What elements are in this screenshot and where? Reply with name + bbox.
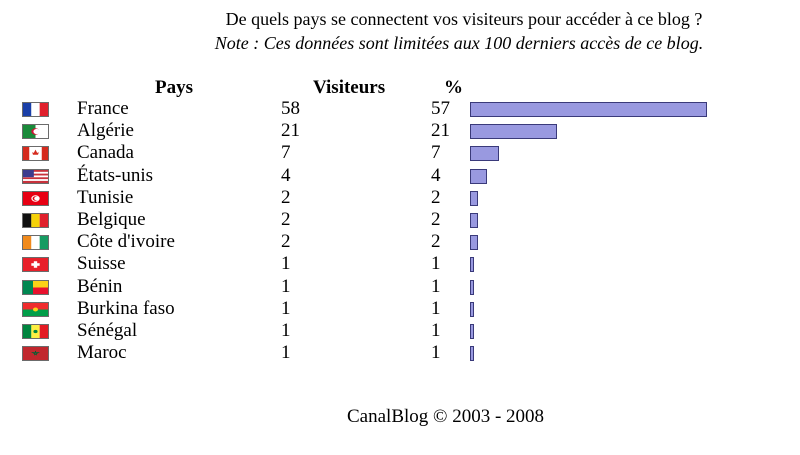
country-name: Burkina faso: [77, 297, 175, 319]
percent-bar: [470, 124, 558, 140]
visitor-count: 58: [281, 98, 300, 119]
visitor-count: 1: [281, 320, 291, 341]
flag-ivory-coast-icon: [22, 235, 49, 251]
percent-value: 1: [431, 297, 441, 319]
country-name: Maroc: [77, 342, 127, 364]
flag-canada-icon: [22, 146, 49, 162]
percent-bar-track: [470, 346, 770, 362]
visitor-count: 1: [281, 253, 291, 275]
percent-value: 21: [431, 120, 450, 142]
percent-value: 2: [431, 186, 441, 208]
percent-bar: [470, 235, 479, 251]
table-row: Algérie 21 21: [0, 120, 800, 142]
table-row: Tunisie 2 2: [0, 187, 800, 209]
percent-bar: [470, 324, 475, 339]
visitor-count: 1: [281, 275, 291, 297]
percent-bar: [470, 279, 475, 295]
visitor-count: 2: [281, 209, 291, 230]
percent-value: 1: [431, 342, 441, 364]
visitor-count: 1: [281, 342, 291, 364]
column-header-visitors: Visiteurs: [313, 77, 386, 98]
table-row: Burkina faso 1 1: [0, 298, 800, 320]
percent-bar-track: [470, 301, 770, 317]
page-title: De quels pays se connectent vos visiteur…: [225, 9, 703, 29]
percent-bar-track: [470, 257, 770, 273]
country-name: Suisse: [77, 253, 126, 275]
percent-value: 1: [431, 275, 441, 297]
percent-value: 1: [431, 253, 441, 275]
visitor-count: 1: [281, 297, 291, 319]
flag-burkina-faso-icon: [22, 301, 49, 317]
percent-bar-track: [470, 324, 770, 339]
percent-bar: [470, 146, 500, 162]
table-row: Bénin 1 1: [0, 276, 800, 298]
flag-tunisia-icon: [22, 190, 49, 206]
percent-bar-track: [470, 235, 770, 251]
percent-value: 2: [431, 209, 441, 230]
table-row: France 58 57: [0, 98, 800, 120]
percent-bar: [470, 257, 475, 273]
table-row: Belgique 2 2: [0, 209, 800, 231]
flag-switzerland-icon: [22, 257, 49, 273]
percent-bar: [470, 190, 479, 206]
percent-value: 4: [431, 164, 441, 186]
visitor-count: 21: [281, 120, 300, 142]
footer-copyright: CanalBlog © 2003 - 2008: [347, 406, 545, 427]
country-name: Côte d'ivoire: [77, 231, 175, 253]
percent-value: 2: [431, 231, 441, 253]
flag-morocco-icon: [22, 346, 49, 362]
visitor-count: 7: [281, 142, 291, 164]
column-header-country: Pays: [155, 77, 193, 98]
country-name: États-unis: [77, 164, 153, 186]
percent-bar-track: [470, 168, 770, 184]
table-row: Canada 7 7: [0, 142, 800, 164]
country-name: France: [77, 98, 129, 119]
flag-usa-icon: [22, 168, 49, 184]
flag-algeria-icon: [22, 124, 49, 140]
flag-benin-icon: [22, 279, 49, 295]
percent-value: 7: [431, 142, 441, 164]
visitor-count: 4: [281, 164, 291, 186]
flag-belgium-icon: [22, 213, 49, 228]
percent-bar-track: [470, 190, 770, 206]
percent-bar: [470, 102, 707, 117]
table-row: Maroc 1 1: [0, 342, 800, 364]
percent-bar: [470, 301, 475, 317]
country-name: Algérie: [77, 120, 134, 142]
percent-bar-track: [470, 102, 770, 117]
percent-value: 57: [431, 98, 450, 119]
percent-bar: [470, 168, 487, 184]
country-name: Canada: [77, 142, 134, 164]
visitor-count: 2: [281, 231, 291, 253]
table-row: Sénégal 1 1: [0, 320, 800, 342]
percent-bar-track: [470, 279, 770, 295]
table-row: États-unis 4 4: [0, 165, 800, 187]
percent-bar-track: [470, 124, 770, 140]
percent-bar-track: [470, 213, 770, 228]
percent-bar: [470, 213, 479, 228]
flag-france-icon: [22, 102, 49, 117]
percent-bar: [470, 346, 475, 362]
percent-bar-track: [470, 146, 770, 162]
country-name: Belgique: [77, 209, 146, 230]
table-row: Côte d'ivoire 2 2: [0, 231, 800, 253]
country-name: Bénin: [77, 275, 123, 297]
page-note: Note : Ces données sont limitées aux 100…: [214, 33, 704, 53]
table-row: Suisse 1 1: [0, 253, 800, 275]
flag-senegal-icon: [22, 324, 49, 339]
country-name: Sénégal: [77, 320, 138, 341]
column-header-percent: %: [444, 77, 463, 98]
visitor-count: 2: [281, 186, 291, 208]
percent-value: 1: [431, 320, 441, 341]
country-name: Tunisie: [77, 186, 134, 208]
